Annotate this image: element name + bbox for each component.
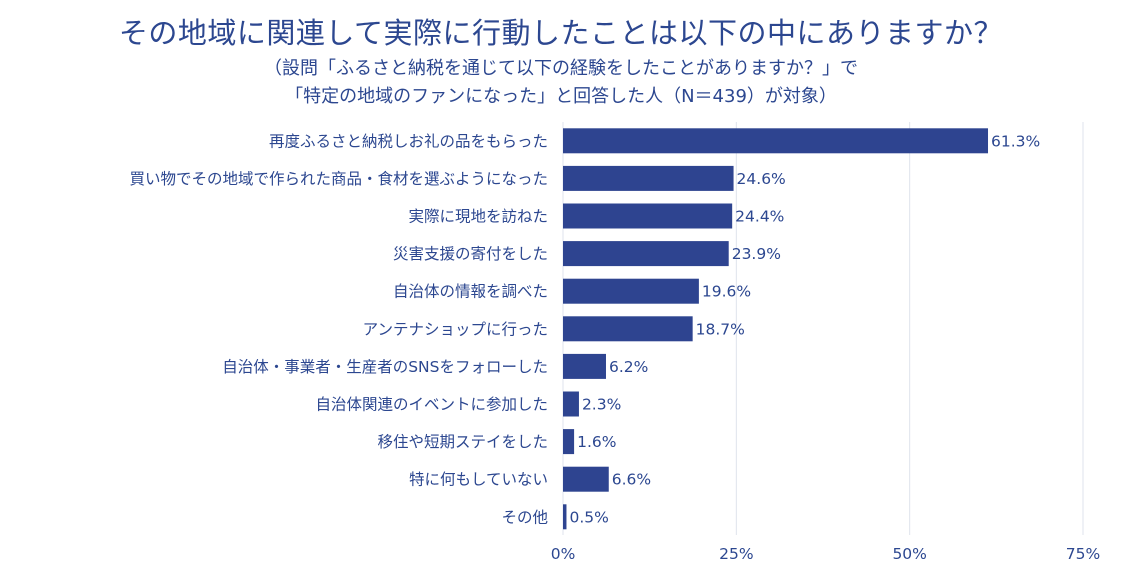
value-label: 19.6% xyxy=(702,283,751,301)
value-label: 24.4% xyxy=(735,208,784,226)
bar xyxy=(563,241,729,267)
bars xyxy=(563,128,989,530)
category-label: 移住や短期ステイをした xyxy=(377,433,548,451)
chart-subtitle-line2: 「特定の地域のファンになった」と回答した人（N＝439）が対象） xyxy=(285,86,837,107)
category-label: 災害支援の寄付をした xyxy=(393,245,548,263)
chart-title: その地域に関連して実際に行動したことは以下の中にありますか？ xyxy=(118,16,1004,50)
value-label: 0.5% xyxy=(569,508,608,526)
chart-subtitle-line1: （設問「ふるさと納税を通じて以下の経験をしたことがありますか？」で xyxy=(264,58,858,79)
value-label: 24.6% xyxy=(737,170,786,188)
category-label: その他 xyxy=(501,508,548,526)
bar xyxy=(563,353,606,379)
bar xyxy=(563,504,567,530)
category-labels: 再度ふるさと納税しお礼の品をもらった買い物でその地域で作られた商品・食材を選ぶよ… xyxy=(129,132,548,526)
x-tick-labels: 0% 25% 50% 75% xyxy=(551,545,1101,563)
bar xyxy=(563,128,989,154)
bar xyxy=(563,429,575,455)
category-label: 再度ふるさと納税しお礼の品をもらった xyxy=(269,132,548,150)
value-label: 6.6% xyxy=(612,471,651,489)
bar xyxy=(563,203,733,229)
bar xyxy=(563,391,579,417)
x-tick-label: 75% xyxy=(1066,545,1100,563)
value-label: 18.7% xyxy=(696,320,745,338)
bar xyxy=(563,278,699,304)
category-label: 実際に現地を訪ねた xyxy=(408,208,548,226)
category-label: 自治体・事業者・生産者のSNSをフォローした xyxy=(222,358,548,376)
value-label: 2.3% xyxy=(582,396,621,414)
value-label: 6.2% xyxy=(609,358,648,376)
bar xyxy=(563,316,693,342)
category-label: 特に何もしていない xyxy=(409,471,548,489)
x-tick-label: 50% xyxy=(892,545,926,563)
value-label: 1.6% xyxy=(577,433,616,451)
category-label: 自治体の情報を調べた xyxy=(393,283,548,301)
x-tick-label: 0% xyxy=(551,545,576,563)
category-label: 自治体関連のイベントに参加した xyxy=(315,396,548,414)
bar xyxy=(563,466,609,492)
bar xyxy=(563,165,734,191)
category-label: 買い物でその地域で作られた商品・食材を選ぶようになった xyxy=(129,170,548,188)
x-tick-label: 25% xyxy=(719,545,753,563)
value-labels: 61.3% 24.6% 24.4% 23.9% 19.6% 18.7% 6.2% 2.3% 1.… xyxy=(569,132,1040,526)
value-label: 61.3% xyxy=(991,132,1040,150)
category-label: アンテナショップに行った xyxy=(363,320,548,338)
value-label: 23.9% xyxy=(732,245,781,263)
